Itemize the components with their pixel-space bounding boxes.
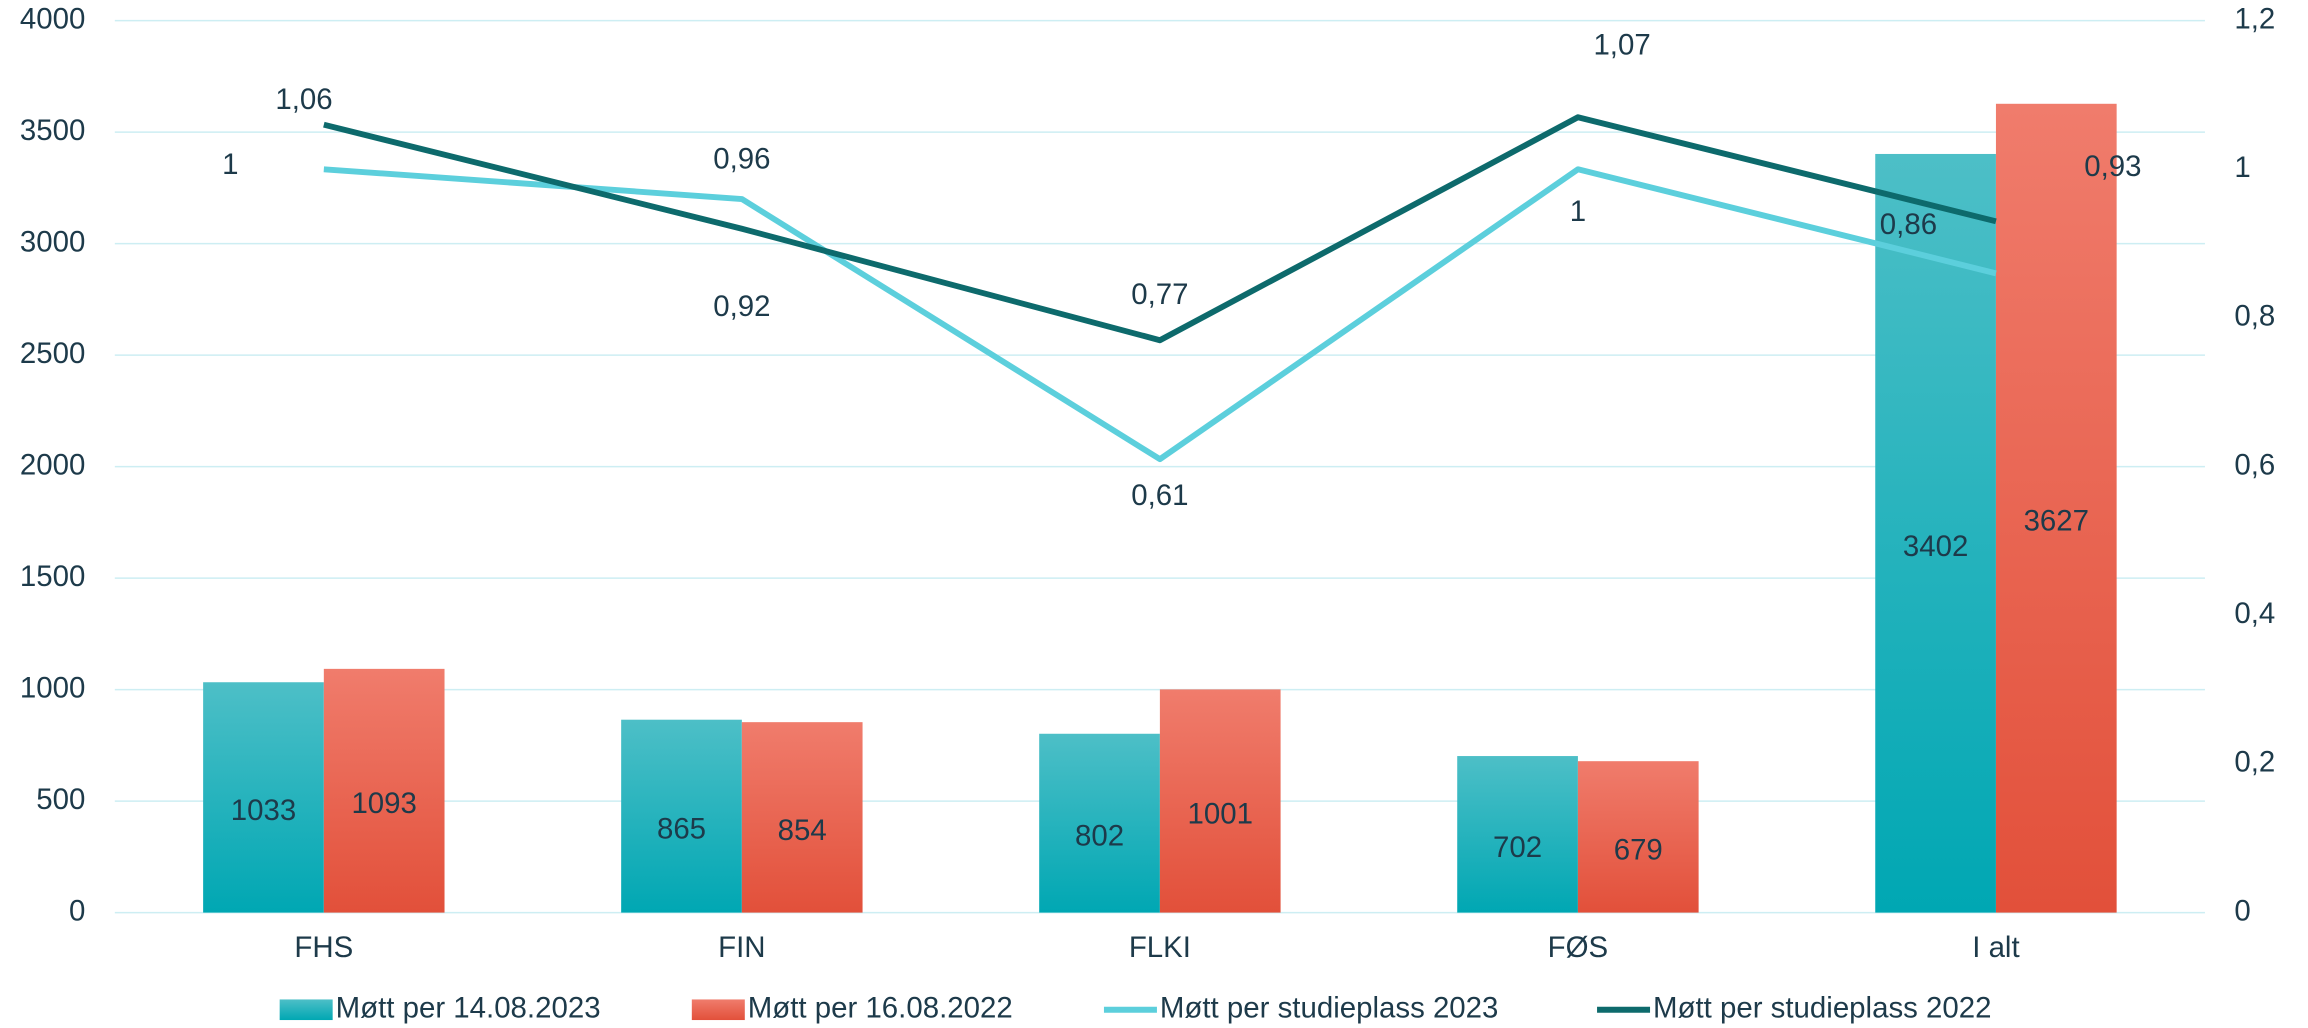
bar-label: 3402 xyxy=(1903,530,1968,563)
line-label: 0,86 xyxy=(1880,208,1937,241)
y-tick-label: 4000 xyxy=(20,2,85,35)
bar-label: 1093 xyxy=(351,787,416,820)
bar xyxy=(1875,153,1996,913)
y-tick-label: 2500 xyxy=(20,337,85,370)
line-label: 1 xyxy=(1570,195,1586,228)
bar-label: 3627 xyxy=(2024,505,2089,538)
y2-tick-label: 0,4 xyxy=(2234,597,2275,630)
legend-swatch xyxy=(279,999,333,1021)
line-label: 1,07 xyxy=(1593,28,1650,61)
bar-label: 1033 xyxy=(231,794,296,827)
line-label: 0,96 xyxy=(713,143,770,176)
y2-tick-label: 0,2 xyxy=(2234,746,2275,779)
y2-tick-label: 0,8 xyxy=(2234,300,2275,333)
bar xyxy=(621,719,742,913)
y-tick-label: 1000 xyxy=(20,671,85,704)
x-tick-label: FLKI xyxy=(1129,931,1191,964)
y2-tick-label: 0 xyxy=(2234,894,2250,927)
line-series xyxy=(323,114,1997,344)
line-label: 1 xyxy=(222,148,238,181)
legend-swatch xyxy=(691,999,745,1021)
bar-label: 854 xyxy=(778,814,827,847)
legend-label: Møtt per studieplass 2023 xyxy=(1160,992,1499,1025)
x-tick-label: I alt xyxy=(1972,931,2019,964)
y2-tick-label: 1,2 xyxy=(2234,2,2275,35)
bar xyxy=(323,668,445,913)
y-tick-label: 3500 xyxy=(20,114,85,147)
bar xyxy=(1577,761,1699,913)
y-tick-label: 2000 xyxy=(20,448,85,481)
legend-label: Møtt per 16.08.2022 xyxy=(748,992,1013,1025)
y2-tick-label: 0,6 xyxy=(2234,448,2275,481)
x-tick-label: FIN xyxy=(718,931,765,964)
line-label: 0,93 xyxy=(2084,150,2141,183)
bar-label: 865 xyxy=(657,813,706,846)
bar xyxy=(203,682,324,913)
bar-label: 802 xyxy=(1075,820,1124,853)
bar xyxy=(741,722,863,913)
line-label: 0,61 xyxy=(1131,479,1188,512)
line-label: 1,06 xyxy=(275,83,332,116)
y-tick-label: 0 xyxy=(69,894,85,927)
y-tick-label: 500 xyxy=(36,783,85,816)
bar xyxy=(1995,103,2117,913)
bar xyxy=(1159,689,1281,913)
bar-label: 1001 xyxy=(1188,797,1253,830)
bar-label: 679 xyxy=(1614,833,1663,866)
legend-label: Møtt per 14.08.2023 xyxy=(336,992,601,1025)
legend-label: Møtt per studieplass 2022 xyxy=(1653,992,1992,1025)
y-tick-label: 3000 xyxy=(20,225,85,258)
y-tick-label: 1500 xyxy=(20,560,85,593)
line-label: 0,92 xyxy=(713,290,770,323)
bar-label: 702 xyxy=(1493,831,1542,864)
bar xyxy=(1457,756,1578,913)
x-tick-label: FØS xyxy=(1548,931,1608,964)
line-series xyxy=(323,166,1997,463)
y2-tick-label: 1 xyxy=(2234,151,2250,184)
bar xyxy=(1039,733,1160,913)
line-label: 0,77 xyxy=(1131,278,1188,311)
x-tick-label: FHS xyxy=(294,931,353,964)
